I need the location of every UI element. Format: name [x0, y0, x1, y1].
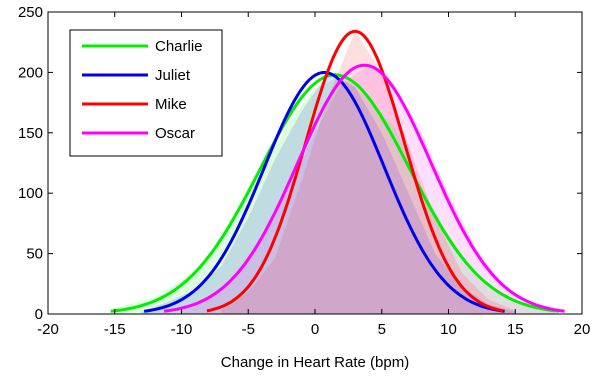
- x-tick-label: -20: [37, 321, 59, 338]
- legend-label-oscar: Oscar: [155, 125, 195, 142]
- x-tick-label: -15: [104, 321, 126, 338]
- y-tick-label: 0: [35, 306, 43, 323]
- x-tick-label: 5: [378, 321, 386, 338]
- legend-label-mike: Mike: [155, 96, 187, 113]
- legend: Charlie Juliet Mike Oscar: [69, 29, 223, 157]
- x-tick-label: -10: [171, 321, 193, 338]
- y-tick-label: 150: [18, 125, 43, 142]
- curve-juliet: [143, 70, 505, 313]
- legend-label-juliet: Juliet: [155, 67, 191, 84]
- curve-mike: [206, 29, 504, 313]
- fill-juliet: [141, 72, 516, 315]
- x-tick-label: 0: [311, 321, 319, 338]
- legend-label-charlie: Charlie: [155, 38, 203, 55]
- fit-curves: [110, 29, 565, 313]
- y-tick-label: 250: [18, 4, 43, 21]
- x-tick-label: -5: [242, 321, 255, 338]
- x-axis: -20 -15 -10 -5 0 5 10 15 20: [37, 12, 590, 338]
- fill-oscar: [181, 65, 556, 314]
- fill-mike: [221, 31, 516, 315]
- legend-box: [69, 29, 223, 157]
- y-tick-label: 50: [26, 246, 43, 263]
- x-tick-label: 10: [440, 321, 457, 338]
- curve-oscar: [163, 63, 565, 313]
- x-tick-label: 20: [574, 321, 591, 338]
- y-axis: 0 50 100 150 200 250: [18, 4, 582, 323]
- y-tick-label: 100: [18, 185, 43, 202]
- y-tick-label: 200: [18, 64, 43, 81]
- x-tick-label: 15: [507, 321, 524, 338]
- x-axis-label: Change in Heart Rate (bpm): [221, 354, 409, 371]
